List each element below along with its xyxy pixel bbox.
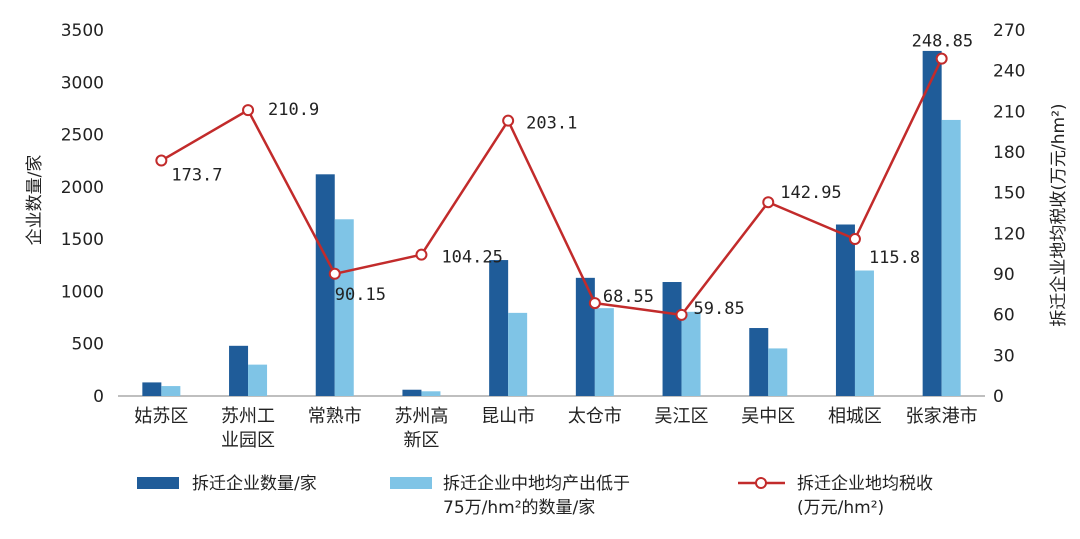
y-right-tick-label: 60 [993,306,1015,326]
bar-series1 [575,277,595,396]
y-right-tick-label: 210 [993,102,1025,122]
line-data-label: 203.1 [526,114,577,134]
legend-label-series2: 75万/hm²的数量/家 [443,498,595,518]
line-data-label: 90.15 [335,285,386,305]
x-category-label: 苏州高 [394,406,448,427]
legend-label-series1: 拆迁企业数量/家 [192,474,317,494]
y-right-tick-label: 180 [993,143,1025,163]
line-series3 [160,58,943,317]
y-left-tick-label: 2500 [61,126,104,146]
line-data-label: 59.85 [694,299,745,319]
y-right-tick-label: 0 [993,387,1004,407]
y-left-tick-label: 3500 [61,21,104,41]
bar-series2 [161,386,181,396]
legend-label-series3: 拆迁企业地均税收 [797,474,933,494]
legend-marker-series3 [755,477,767,489]
legend-swatch-series1 [137,477,179,489]
y-left-tick-label: 3000 [61,73,104,93]
bar-series2 [421,391,441,396]
y-left-tick-label: 0 [93,387,104,407]
y-right-tick-label: 150 [993,184,1025,204]
bar-series2 [248,364,268,396]
y-left-axis-title: 企业数量/家 [25,155,45,246]
x-category-label: 太仓市 [568,406,622,427]
bar-series2 [768,348,788,396]
line-point [588,297,601,310]
line-data-label: 248.85 [912,32,973,52]
bar-series1 [662,282,682,396]
line-data-label: 104.25 [441,248,502,268]
x-category-label: 相城区 [828,406,882,427]
line-point [675,308,688,321]
x-category-label: 吴江区 [655,406,709,427]
bar-series2 [508,312,528,396]
bar-series1 [835,224,855,396]
x-category-label: 新区 [403,430,439,451]
bar-series1 [315,174,335,396]
bar-series2 [334,219,354,396]
line-point [502,114,515,127]
y-right-tick-label: 270 [993,21,1025,41]
line-data-label: 173.7 [171,166,222,186]
x-category-label: 业园区 [221,430,275,451]
y-right-axis-title: 拆迁企业地均税收(万元/hm²) [1049,103,1069,326]
y-left-tick-label: 500 [72,335,104,355]
x-category-label: 苏州工 [221,406,275,427]
bar-series2 [941,119,961,396]
bar-series2 [681,311,701,396]
line-data-label: 210.9 [268,100,319,120]
y-left-tick-label: 1000 [61,282,104,302]
x-category-label: 吴中区 [741,406,795,427]
line-data-label: 142.95 [780,183,841,203]
bar-series1 [922,50,942,397]
line-point [848,233,861,246]
y-left-tick-label: 2000 [61,178,104,198]
y-right-tick-label: 240 [993,62,1025,82]
bar-series2 [594,308,614,396]
legend-label-series2: 拆迁企业中地均产出低于 [443,474,630,494]
line-point [935,52,948,65]
line-point [155,154,168,167]
bar-series1 [489,260,509,396]
line-data-label: 68.55 [603,287,654,307]
x-category-label: 常熟市 [308,406,362,427]
line-point [242,104,255,117]
x-category-label: 昆山市 [481,406,535,427]
line-data-label: 115.8 [869,248,920,268]
line-point [415,248,428,261]
bar-series2 [854,270,874,396]
line-point [328,267,341,280]
line-point [762,196,775,209]
y-right-tick-label: 30 [993,346,1015,366]
bar-series1 [402,389,422,396]
y-right-tick-label: 120 [993,224,1025,244]
bar-series1 [142,382,162,396]
legend-swatch-series2 [390,477,432,489]
y-left-tick-label: 1500 [61,230,104,250]
bar-series1 [229,345,249,396]
legend-label-series3: (万元/hm²) [797,498,884,518]
bar-series1 [749,328,769,396]
x-category-label: 姑苏区 [134,406,188,427]
x-category-label: 张家港市 [906,406,978,427]
y-right-tick-label: 90 [993,265,1015,285]
